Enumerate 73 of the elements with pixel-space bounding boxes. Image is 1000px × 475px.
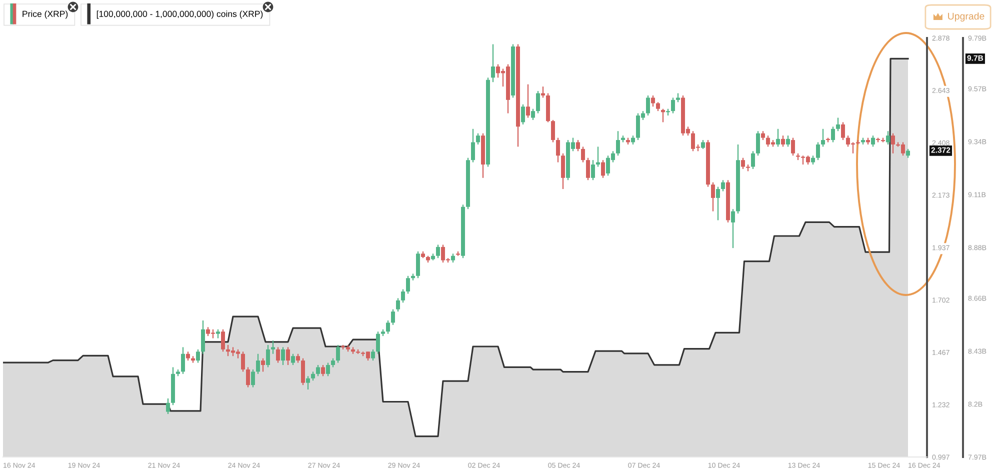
candlestick	[301, 358, 305, 386]
candlestick	[386, 320, 390, 334]
candlestick	[601, 160, 605, 178]
candlestick	[196, 348, 200, 364]
candlestick	[821, 128, 825, 148]
candlestick	[271, 340, 275, 354]
candlestick	[316, 364, 320, 377]
candlestick	[281, 346, 285, 366]
candlestick	[781, 135, 785, 148]
candlestick	[526, 84, 530, 118]
candlestick	[291, 353, 295, 366]
candlestick	[716, 186, 720, 221]
candlestick	[391, 308, 395, 326]
candlestick	[791, 137, 795, 156]
candlestick	[201, 320, 205, 354]
candlestick	[776, 128, 780, 148]
candlestick	[306, 376, 310, 390]
candlestick	[416, 250, 420, 279]
candlestick	[561, 152, 565, 190]
candlestick	[166, 398, 170, 415]
candlestick	[371, 348, 375, 362]
candlestick	[551, 119, 555, 143]
candlestick	[576, 139, 580, 152]
candlestick	[786, 135, 790, 148]
candlestick	[891, 132, 895, 154]
candlestick	[711, 182, 715, 212]
candlestick	[491, 44, 495, 83]
candlestick	[401, 288, 405, 304]
candlestick	[751, 150, 755, 170]
candlestick	[321, 364, 325, 377]
candlestick	[436, 244, 440, 259]
candlestick	[276, 346, 280, 364]
candlestick	[871, 135, 875, 148]
candlestick	[731, 208, 735, 249]
legend-label: Price (XRP)	[22, 10, 68, 19]
candlestick	[326, 362, 330, 377]
candlestick	[246, 366, 250, 388]
candlestick	[741, 157, 745, 170]
candlestick	[266, 344, 270, 368]
candlestick	[531, 108, 535, 121]
candlestick	[336, 344, 340, 364]
candlestick	[671, 97, 675, 114]
candlestick	[541, 86, 545, 98]
candlestick	[816, 142, 820, 161]
candlestick	[476, 132, 480, 146]
candlestick	[591, 160, 595, 181]
candlestick	[581, 146, 585, 163]
candlestick	[756, 130, 760, 156]
candlestick	[181, 346, 185, 374]
candlestick	[221, 328, 225, 352]
text: Upgrade	[948, 12, 984, 22]
candlestick	[471, 128, 475, 163]
candlestick	[376, 331, 380, 354]
candlestick	[396, 298, 400, 312]
candlestick	[841, 122, 845, 141]
candlestick	[261, 358, 265, 372]
candlestick	[646, 94, 650, 116]
legend-label: [100,000,000 - 1,000,000,000) coins (XRP)	[96, 10, 263, 19]
candlestick	[831, 126, 835, 143]
candlestick	[586, 157, 590, 181]
candlestick	[836, 117, 840, 132]
candlestick	[256, 353, 260, 374]
candlestick	[251, 368, 255, 388]
candlestick	[406, 275, 410, 294]
candlestick	[536, 90, 540, 114]
candlestick	[521, 104, 525, 125]
candlestick	[556, 137, 560, 163]
candlestick	[241, 351, 245, 372]
candlestick	[651, 94, 655, 108]
candlestick	[721, 180, 725, 192]
candlestick	[286, 346, 290, 366]
candlestick	[886, 130, 890, 146]
candlestick	[616, 130, 620, 156]
